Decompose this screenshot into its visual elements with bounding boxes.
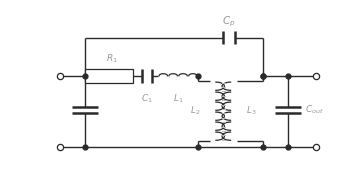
Text: $C_p$: $C_p$ (222, 15, 236, 29)
Text: $L_3$: $L_3$ (246, 105, 256, 118)
Text: $L_1$: $L_1$ (173, 92, 183, 105)
Text: $C_{out}$: $C_{out}$ (305, 104, 324, 116)
Text: $L_2$: $L_2$ (190, 105, 201, 118)
Text: $R_1$: $R_1$ (106, 52, 118, 65)
Text: $C_1$: $C_1$ (141, 92, 153, 105)
Bar (85, 69, 133, 82)
